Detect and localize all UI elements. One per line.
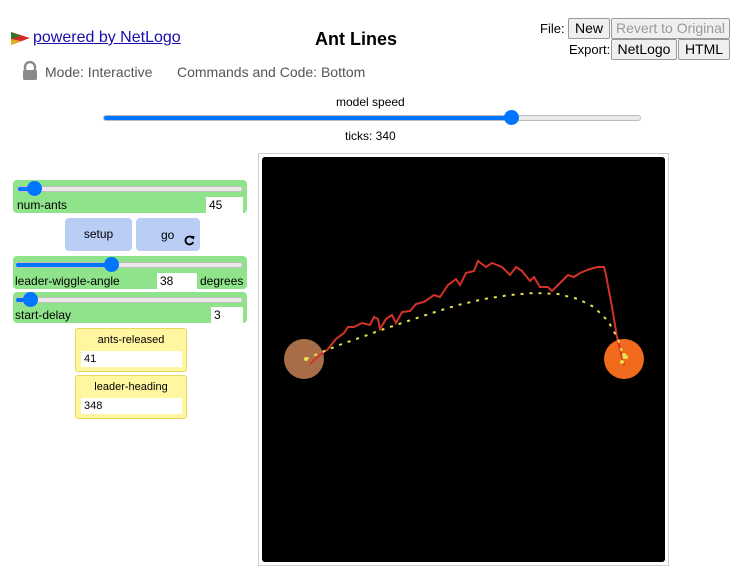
world-view-frame	[258, 153, 669, 566]
ant-trail	[305, 291, 625, 360]
netlogo-logo-icon[interactable]	[11, 30, 31, 46]
leader-heading-label: leader-heading	[94, 381, 168, 393]
go-button[interactable]: go	[136, 218, 200, 251]
leader-wiggle-angle-label: leader-wiggle-angle	[15, 274, 120, 288]
start-delay-label: start-delay	[15, 308, 72, 322]
ant-group	[304, 353, 628, 364]
leader-wiggle-angle-slider-thumb[interactable]	[104, 257, 119, 272]
num-ants-slider-thumb[interactable]	[27, 181, 42, 196]
page-title: Ant Lines	[315, 29, 398, 49]
setup-button-label: setup	[83, 227, 114, 241]
start-delay-slider-thumb[interactable]	[23, 292, 38, 307]
start-delay-slider-widget[interactable]: start-delay 3	[13, 292, 247, 323]
num-ants-slider-widget[interactable]: num-ants 45	[13, 180, 247, 213]
export-netlogo-button[interactable]: NetLogo	[611, 39, 677, 60]
export-label: Export:	[569, 42, 611, 57]
leader-wiggle-angle-units: degrees	[200, 274, 244, 288]
ants-released-monitor: ants-released 41	[75, 328, 187, 372]
model-speed-slider-thumb[interactable]	[504, 110, 519, 125]
file-label: File:	[540, 21, 565, 36]
leader-heading-value: 348	[81, 398, 182, 414]
num-ants-slider[interactable]	[17, 181, 243, 196]
leader-wiggle-angle-slider[interactable]	[15, 257, 243, 272]
leader-heading-monitor: leader-heading 348	[75, 375, 187, 419]
mode-status[interactable]: Mode: Interactive	[45, 64, 153, 80]
ants-released-label: ants-released	[97, 334, 165, 346]
new-button[interactable]: New	[568, 18, 610, 39]
commands-code-position[interactable]: Commands and Code: Bottom	[177, 64, 366, 80]
leader-wiggle-angle-value[interactable]: 38	[157, 273, 197, 289]
start-delay-slider[interactable]	[15, 292, 243, 307]
model-speed-label: model speed	[336, 95, 405, 109]
leader-wiggle-angle-slider-widget[interactable]: leader-wiggle-angle 38 degrees	[13, 256, 247, 289]
num-ants-label: num-ants	[17, 198, 68, 212]
revert-to-original-button[interactable]: Revert to Original	[611, 18, 730, 39]
ticks-counter: ticks: 340	[345, 129, 396, 143]
go-button-label: go	[161, 228, 175, 242]
setup-button[interactable]: setup	[65, 218, 132, 251]
start-delay-value[interactable]: 3	[211, 307, 243, 323]
powered-by-netlogo-link[interactable]: powered by NetLogo	[33, 29, 181, 46]
leader-path	[309, 259, 625, 366]
lock-icon[interactable]	[22, 60, 38, 81]
ants-released-value: 41	[81, 351, 182, 367]
num-ants-value[interactable]: 45	[206, 197, 243, 213]
world-view[interactable]	[262, 157, 665, 562]
forever-icon	[184, 235, 195, 249]
model-speed-slider[interactable]	[103, 110, 641, 125]
export-html-button[interactable]: HTML	[678, 39, 730, 60]
